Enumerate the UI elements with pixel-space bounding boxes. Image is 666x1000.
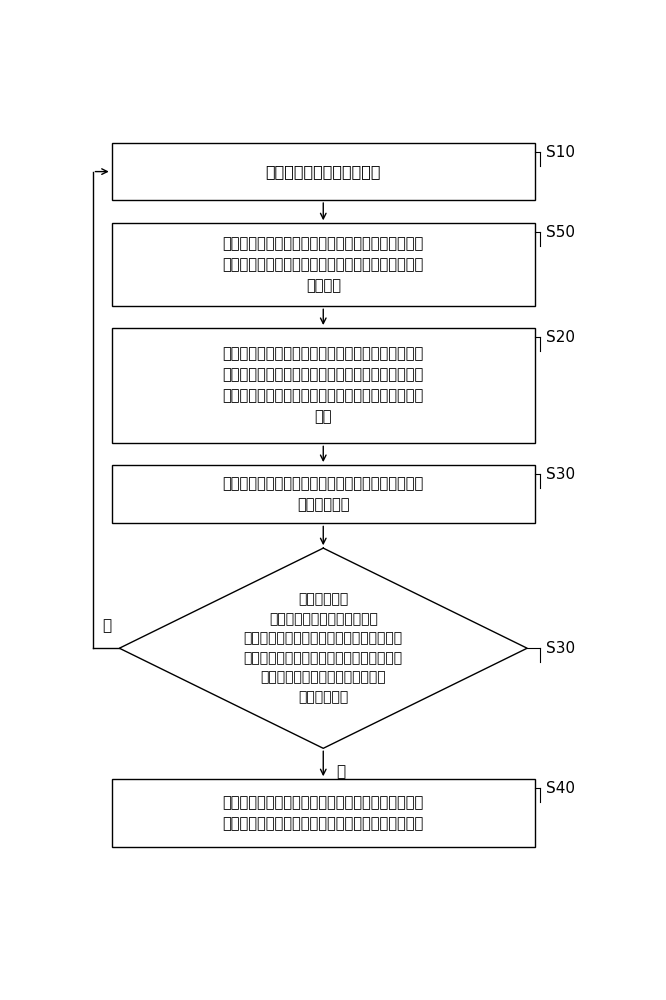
Text: S20: S20 (546, 330, 575, 345)
Text: 当空调器处于制冷模式或除湿模式的运行时间达到第
一预设时间时: 当空调器处于制冷模式或除湿模式的运行时间达到第 一预设时间时 (222, 476, 424, 512)
Text: S50: S50 (546, 225, 575, 240)
Text: S30: S30 (546, 641, 575, 656)
Text: S40: S40 (546, 781, 575, 796)
Text: 判断第一室内
环境湿度大于第一预设湿度、
室内环境温度属于第一预设温度区间、第一
室内环境湿度与第二室内环境湿度差值的绝
对值小于第二预设湿度的判断条件
是否同: 判断第一室内 环境湿度大于第一预设湿度、 室内环境温度属于第一预设温度区间、第一… (244, 592, 403, 704)
Text: 当空调器处于制冷模式或除湿模式的运行时间达到第
一预设时间时，采集空调器所在室内空间的第二室内
环境湿度: 当空调器处于制冷模式或除湿模式的运行时间达到第 一预设时间时，采集空调器所在室内… (222, 236, 424, 293)
Bar (112, 779, 535, 847)
Text: S30: S30 (546, 467, 575, 482)
Bar (112, 465, 535, 523)
Text: S10: S10 (546, 145, 575, 160)
Text: 当空调器处于制冷模式或除湿模式时，采集该空调器
所在室内空间的室内环境温度和第一室内环境湿度，
并对空调器处于制冷模式或除湿模式的运行时间进行
计时: 当空调器处于制冷模式或除湿模式时，采集该空调器 所在室内空间的室内环境温度和第一… (222, 347, 424, 425)
Text: 是: 是 (336, 764, 345, 779)
Bar (112, 143, 535, 200)
Text: 实时检测空调器的工作模式: 实时检测空调器的工作模式 (266, 164, 381, 179)
Text: 否: 否 (102, 618, 111, 633)
Bar (112, 223, 535, 306)
Bar (112, 328, 535, 443)
Text: 将空调器的压缩机运行的最高频率设置为第一频率，
并根据第一频率降低空调器的压缩机当前运行的频率: 将空调器的压缩机运行的最高频率设置为第一频率， 并根据第一频率降低空调器的压缩机… (222, 795, 424, 831)
